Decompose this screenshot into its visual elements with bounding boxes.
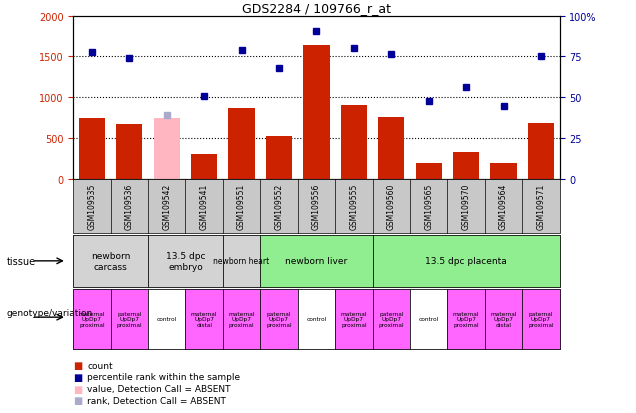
Text: paternal
UpDp7
proximal: paternal UpDp7 proximal bbox=[116, 311, 142, 328]
Bar bbox=[191, 154, 218, 180]
Text: GSM109560: GSM109560 bbox=[387, 183, 396, 230]
Text: newborn heart: newborn heart bbox=[214, 257, 270, 266]
Text: GSM109565: GSM109565 bbox=[424, 183, 433, 230]
Text: control: control bbox=[307, 316, 326, 322]
Bar bbox=[415, 164, 442, 180]
Text: control: control bbox=[156, 316, 177, 322]
Bar bbox=[341, 105, 367, 180]
Text: maternal
UpDp7
proximal: maternal UpDp7 proximal bbox=[79, 311, 105, 328]
Bar bbox=[490, 164, 516, 180]
Text: GSM109556: GSM109556 bbox=[312, 183, 321, 230]
Text: paternal
UpDp7
proximal: paternal UpDp7 proximal bbox=[378, 311, 404, 328]
Text: GSM109570: GSM109570 bbox=[462, 183, 471, 230]
Text: maternal
UpDp7
proximal: maternal UpDp7 proximal bbox=[453, 311, 480, 328]
Text: newborn liver: newborn liver bbox=[286, 257, 347, 266]
Bar bbox=[116, 125, 142, 180]
Text: control: control bbox=[418, 316, 439, 322]
Title: GDS2284 / 109766_r_at: GDS2284 / 109766_r_at bbox=[242, 2, 391, 15]
Bar bbox=[453, 153, 479, 180]
Text: maternal
UpDp7
distal: maternal UpDp7 distal bbox=[490, 311, 517, 328]
Text: GSM109536: GSM109536 bbox=[125, 183, 134, 230]
Text: maternal
UpDp7
distal: maternal UpDp7 distal bbox=[191, 311, 218, 328]
Bar bbox=[303, 46, 329, 180]
Bar bbox=[528, 123, 554, 180]
Text: paternal
UpDp7
proximal: paternal UpDp7 proximal bbox=[266, 311, 292, 328]
Text: GSM109552: GSM109552 bbox=[275, 183, 284, 230]
Text: GSM109555: GSM109555 bbox=[349, 183, 358, 230]
Text: GSM109571: GSM109571 bbox=[537, 183, 546, 230]
Text: 13.5 dpc placenta: 13.5 dpc placenta bbox=[425, 257, 507, 266]
Text: ■: ■ bbox=[73, 384, 83, 394]
Text: maternal
UpDp7
proximal: maternal UpDp7 proximal bbox=[341, 311, 367, 328]
Text: percentile rank within the sample: percentile rank within the sample bbox=[87, 373, 240, 382]
Text: GSM109551: GSM109551 bbox=[237, 183, 246, 230]
Text: paternal
UpDp7
proximal: paternal UpDp7 proximal bbox=[528, 311, 554, 328]
Text: genotype/variation: genotype/variation bbox=[6, 309, 93, 317]
Text: ■: ■ bbox=[73, 395, 83, 405]
Text: GSM109542: GSM109542 bbox=[162, 183, 171, 230]
Text: GSM109535: GSM109535 bbox=[87, 183, 96, 230]
Text: ■: ■ bbox=[73, 372, 83, 382]
Bar bbox=[378, 118, 404, 180]
Bar bbox=[154, 119, 180, 180]
Text: maternal
UpDp7
proximal: maternal UpDp7 proximal bbox=[228, 311, 255, 328]
Text: tissue: tissue bbox=[6, 256, 36, 266]
Text: value, Detection Call = ABSENT: value, Detection Call = ABSENT bbox=[87, 384, 231, 393]
Text: ■: ■ bbox=[73, 361, 83, 370]
Text: newborn
carcass: newborn carcass bbox=[91, 252, 130, 271]
Text: GSM109541: GSM109541 bbox=[200, 183, 209, 230]
Text: count: count bbox=[87, 361, 113, 370]
Text: rank, Detection Call = ABSENT: rank, Detection Call = ABSENT bbox=[87, 396, 226, 405]
Text: 13.5 dpc
embryo: 13.5 dpc embryo bbox=[165, 252, 205, 271]
Text: GSM109564: GSM109564 bbox=[499, 183, 508, 230]
Bar bbox=[266, 136, 292, 180]
Bar bbox=[79, 119, 105, 180]
Bar bbox=[228, 109, 254, 180]
